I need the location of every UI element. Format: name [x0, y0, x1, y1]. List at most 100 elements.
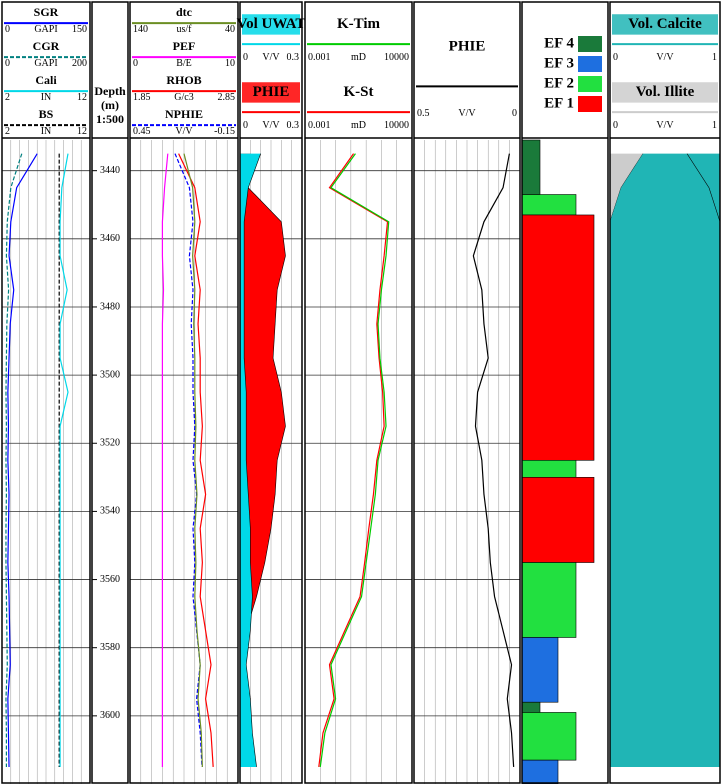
curve	[472, 153, 515, 768]
scale-unit: V/V	[175, 126, 193, 137]
scale-left: 1.85	[133, 92, 151, 103]
scale-right: 1	[712, 52, 717, 63]
facies-interval	[521, 459, 577, 478]
depth-tick-label: 3560	[100, 574, 120, 585]
track-border	[91, 1, 129, 784]
track-border	[609, 1, 721, 784]
curve-name: K-Tim	[337, 16, 381, 32]
scale-right: 40	[225, 24, 235, 35]
legend-swatch	[578, 96, 602, 112]
curve-name: NPHIE	[165, 107, 203, 121]
curve-name: BS	[39, 107, 54, 121]
scale-left: 0.001	[308, 52, 331, 63]
depth-tick-label: 3460	[100, 233, 120, 244]
scale-unit: us/f	[177, 24, 193, 35]
track-border	[129, 1, 239, 784]
facies-interval	[521, 712, 577, 761]
scale-right: 10000	[384, 52, 409, 63]
facies-interval	[521, 477, 595, 563]
curve-name: Cali	[35, 73, 57, 87]
curve-fill	[240, 153, 286, 767]
curve	[183, 153, 203, 767]
scale-right: 0.3	[287, 52, 300, 63]
scale-unit: mD	[351, 120, 366, 131]
scale-left: 0.5	[417, 108, 430, 119]
scale-right: 12	[77, 126, 87, 137]
scale-unit: G/c3	[174, 92, 193, 103]
depth-label: Depth	[94, 84, 126, 98]
depth-tick-label: 3600	[100, 710, 120, 721]
curve-name: PHIE	[449, 38, 486, 54]
scale-left: 0	[5, 58, 10, 69]
facies-interval	[521, 214, 595, 461]
depth-tick-label: 3500	[100, 369, 120, 380]
legend-label: EF 3	[544, 55, 574, 71]
curve-name: Vol. Illite	[636, 84, 695, 100]
track-border	[1, 1, 91, 784]
curve-name: CGR	[33, 39, 60, 53]
scale-right: 1	[712, 120, 717, 131]
curve	[243, 153, 261, 767]
depth-tick-label: 3540	[100, 506, 120, 517]
curve-name: PHIE	[253, 84, 290, 100]
scale-right: 200	[72, 58, 87, 69]
depth-tick-label: 3580	[100, 642, 120, 653]
curve	[7, 153, 38, 767]
scale-unit: V/V	[262, 120, 280, 131]
facies-interval	[521, 637, 559, 703]
scale-left: 0	[613, 120, 618, 131]
legend-label: EF 1	[544, 95, 574, 111]
curve	[5, 153, 23, 767]
header-fill	[242, 14, 300, 35]
facies-interval	[521, 701, 541, 713]
header-fill	[242, 82, 300, 103]
scale-right: 10000	[384, 120, 409, 131]
curve-name: Vol UWAT	[237, 16, 306, 32]
scale-right: 2.85	[218, 92, 236, 103]
depth-unit: (m)	[101, 98, 119, 112]
scale-right: 12	[77, 92, 87, 103]
scale-unit: IN	[41, 92, 52, 103]
curve-name: PEF	[173, 39, 196, 53]
legend-swatch	[578, 56, 602, 72]
curve-name: K-St	[344, 84, 374, 100]
curve	[174, 153, 203, 767]
header-fill	[612, 14, 718, 35]
curve	[318, 153, 389, 768]
curve-name: SGR	[34, 5, 59, 19]
scale-left: 2	[5, 126, 10, 137]
scale-left: 140	[133, 24, 148, 35]
curve-name: RHOB	[166, 73, 201, 87]
scale-right: 10	[225, 58, 235, 69]
scale-unit: V/V	[656, 120, 674, 131]
curve-name: dtc	[176, 5, 193, 19]
depth-tick-label: 3520	[100, 438, 120, 449]
depth-scale: 1:500	[96, 112, 124, 126]
scale-right: 0	[512, 108, 517, 119]
scale-left: 2	[5, 92, 10, 103]
scale-right: 0.3	[287, 120, 300, 131]
scale-left: 0	[243, 120, 248, 131]
scale-unit: GAPI	[34, 58, 57, 69]
scale-unit: V/V	[656, 52, 674, 63]
scale-left: 0	[5, 24, 10, 35]
track-border	[304, 1, 413, 784]
curve-fill	[240, 153, 261, 767]
scale-left: 0.001	[308, 120, 331, 131]
curve	[59, 153, 69, 767]
track-border	[521, 1, 609, 784]
scale-unit: V/V	[262, 52, 280, 63]
facies-interval	[521, 139, 541, 195]
scale-left: 0	[133, 58, 138, 69]
depth-tick-label: 3480	[100, 301, 120, 312]
scale-unit: IN	[41, 126, 52, 137]
curve-name: Vol. Calcite	[628, 16, 702, 32]
scale-left: 0	[243, 52, 248, 63]
track-border	[239, 1, 303, 784]
scale-right: -0.15	[214, 126, 235, 137]
curve	[319, 153, 390, 768]
legend-swatch	[578, 76, 602, 92]
scale-unit: GAPI	[34, 24, 57, 35]
curve	[161, 153, 169, 767]
